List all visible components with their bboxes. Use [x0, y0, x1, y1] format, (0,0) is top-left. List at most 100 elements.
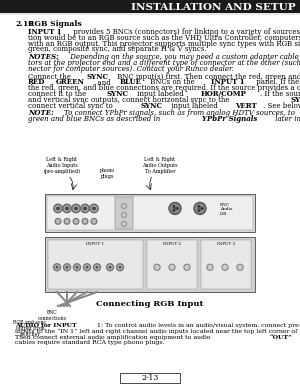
Circle shape	[85, 265, 89, 269]
Bar	[147, 240, 197, 289]
Circle shape	[82, 218, 88, 224]
Text: the red, green, and blue connections are required. If the source provides a comp: the red, green, and blue connections are…	[28, 84, 300, 92]
Text: Left & Right
Audio Inputs
(pre-amplified): Left & Right Audio Inputs (pre-amplified…	[44, 157, 80, 174]
Text: cables require standard RCA type phono plugs.: cables require standard RCA type phono p…	[15, 340, 165, 345]
Text: NOTE:: NOTE:	[28, 109, 56, 118]
Circle shape	[119, 267, 121, 268]
Circle shape	[64, 218, 70, 224]
Text: connect vertical sync to: connect vertical sync to	[28, 102, 115, 109]
Circle shape	[123, 214, 125, 216]
Circle shape	[106, 264, 113, 271]
Circle shape	[57, 207, 59, 210]
Circle shape	[223, 265, 227, 269]
Circle shape	[75, 207, 77, 210]
Text: for sound output. Audio connection: for sound output. Audio connection	[299, 334, 300, 340]
Text: , and: , and	[94, 78, 113, 87]
Text: ,: ,	[50, 78, 55, 87]
Bar	[48, 240, 143, 289]
Bar	[120, 373, 180, 383]
Text: To connect YPbPr signals, such as from analog HDTV sources, to: To connect YPbPr signals, such as from a…	[64, 109, 298, 118]
Circle shape	[81, 204, 89, 213]
Circle shape	[53, 264, 61, 271]
Text: YPbPr Signals: YPbPr Signals	[202, 115, 257, 123]
Text: NOTES:: NOTES:	[28, 53, 59, 61]
Circle shape	[118, 265, 122, 269]
Circle shape	[238, 265, 242, 269]
Circle shape	[76, 267, 78, 268]
Text: RED: RED	[28, 78, 45, 87]
Text: 2-13: 2-13	[141, 374, 159, 382]
Circle shape	[170, 265, 174, 269]
Text: INSTALLATION AND SETUP: INSTALLATION AND SETUP	[131, 2, 296, 12]
Circle shape	[55, 206, 61, 211]
Bar	[201, 240, 251, 289]
Circle shape	[199, 207, 202, 210]
Circle shape	[196, 204, 205, 213]
Circle shape	[185, 265, 189, 269]
Circle shape	[74, 264, 80, 271]
Text: input labeled: input labeled	[169, 102, 220, 109]
Text: panel. If the source uses sync-on-green, only: panel. If the source uses sync-on-green,…	[254, 78, 300, 87]
Circle shape	[75, 265, 79, 269]
Circle shape	[169, 203, 181, 215]
Circle shape	[198, 210, 200, 211]
Circle shape	[73, 206, 79, 211]
Text: RGB Signals: RGB Signals	[28, 20, 82, 28]
Text: INPUT 1: INPUT 1	[28, 28, 61, 36]
Circle shape	[56, 220, 59, 223]
Circle shape	[91, 218, 97, 224]
Text: INPUT 2: INPUT 2	[163, 242, 181, 246]
Text: RGB and sync
output from
switcher: RGB and sync output from switcher	[14, 320, 46, 337]
Text: connect it to the: connect it to the	[28, 90, 88, 98]
Circle shape	[170, 204, 179, 213]
Circle shape	[177, 208, 178, 209]
Text: Connecting RGB Input: Connecting RGB Input	[96, 300, 204, 308]
Text: BLUE: BLUE	[119, 78, 141, 87]
Text: Then connect external audio amplification equipment to audio: Then connect external audio amplificatio…	[15, 334, 213, 340]
Circle shape	[72, 204, 80, 213]
Text: phono
plugs: phono plugs	[100, 168, 116, 179]
Circle shape	[73, 218, 79, 224]
Text: SYNC: SYNC	[86, 73, 109, 81]
Circle shape	[66, 267, 68, 268]
Circle shape	[90, 204, 98, 213]
Text: provides 5 BNCs (connectors) for linking to a variety of sources. The typical co: provides 5 BNCs (connectors) for linking…	[71, 28, 300, 36]
Circle shape	[154, 264, 160, 270]
Circle shape	[92, 220, 95, 223]
Circle shape	[207, 264, 213, 270]
Circle shape	[83, 220, 86, 223]
Circle shape	[123, 223, 125, 225]
Circle shape	[95, 265, 99, 269]
Bar	[45, 194, 255, 232]
Circle shape	[96, 267, 98, 268]
Circle shape	[122, 203, 127, 208]
Circle shape	[94, 264, 100, 271]
Text: GREEN: GREEN	[56, 78, 85, 87]
Circle shape	[109, 267, 111, 268]
Circle shape	[194, 203, 206, 215]
Text: Left & Right
Audio Outputs
To Amplifier: Left & Right Audio Outputs To Amplifier	[142, 158, 178, 174]
Text: 2.10: 2.10	[15, 20, 34, 28]
Bar	[0, 0, 300, 13]
Bar	[115, 197, 133, 229]
Circle shape	[169, 264, 175, 270]
Text: . If the source provides separate horizontal: . If the source provides separate horizo…	[260, 90, 300, 98]
Circle shape	[74, 220, 77, 223]
Text: green, composite sync, and separate H & V syncs.: green, composite sync, and separate H & …	[28, 45, 207, 54]
Text: green and blue BNCs as described in: green and blue BNCs as described in	[28, 115, 163, 123]
Text: VERT: VERT	[235, 102, 256, 109]
Text: BNC
Audio
L/R: BNC Audio L/R	[220, 203, 233, 216]
Circle shape	[123, 205, 125, 207]
Text: . See below.: . See below.	[263, 102, 300, 109]
Circle shape	[64, 206, 70, 211]
Text: HOR/COMP: HOR/COMP	[200, 90, 246, 98]
Text: SYNC: SYNC	[106, 90, 128, 98]
Circle shape	[66, 207, 68, 210]
Circle shape	[93, 207, 95, 210]
Circle shape	[65, 265, 69, 269]
Text: tion would be to an RGB source such as the VHD Ultra Controller, computers or DT: tion would be to an RGB source such as t…	[28, 34, 300, 42]
Text: BNC
connections: BNC connections	[38, 310, 67, 321]
Circle shape	[173, 207, 176, 210]
Circle shape	[173, 210, 174, 211]
Circle shape	[237, 264, 243, 270]
